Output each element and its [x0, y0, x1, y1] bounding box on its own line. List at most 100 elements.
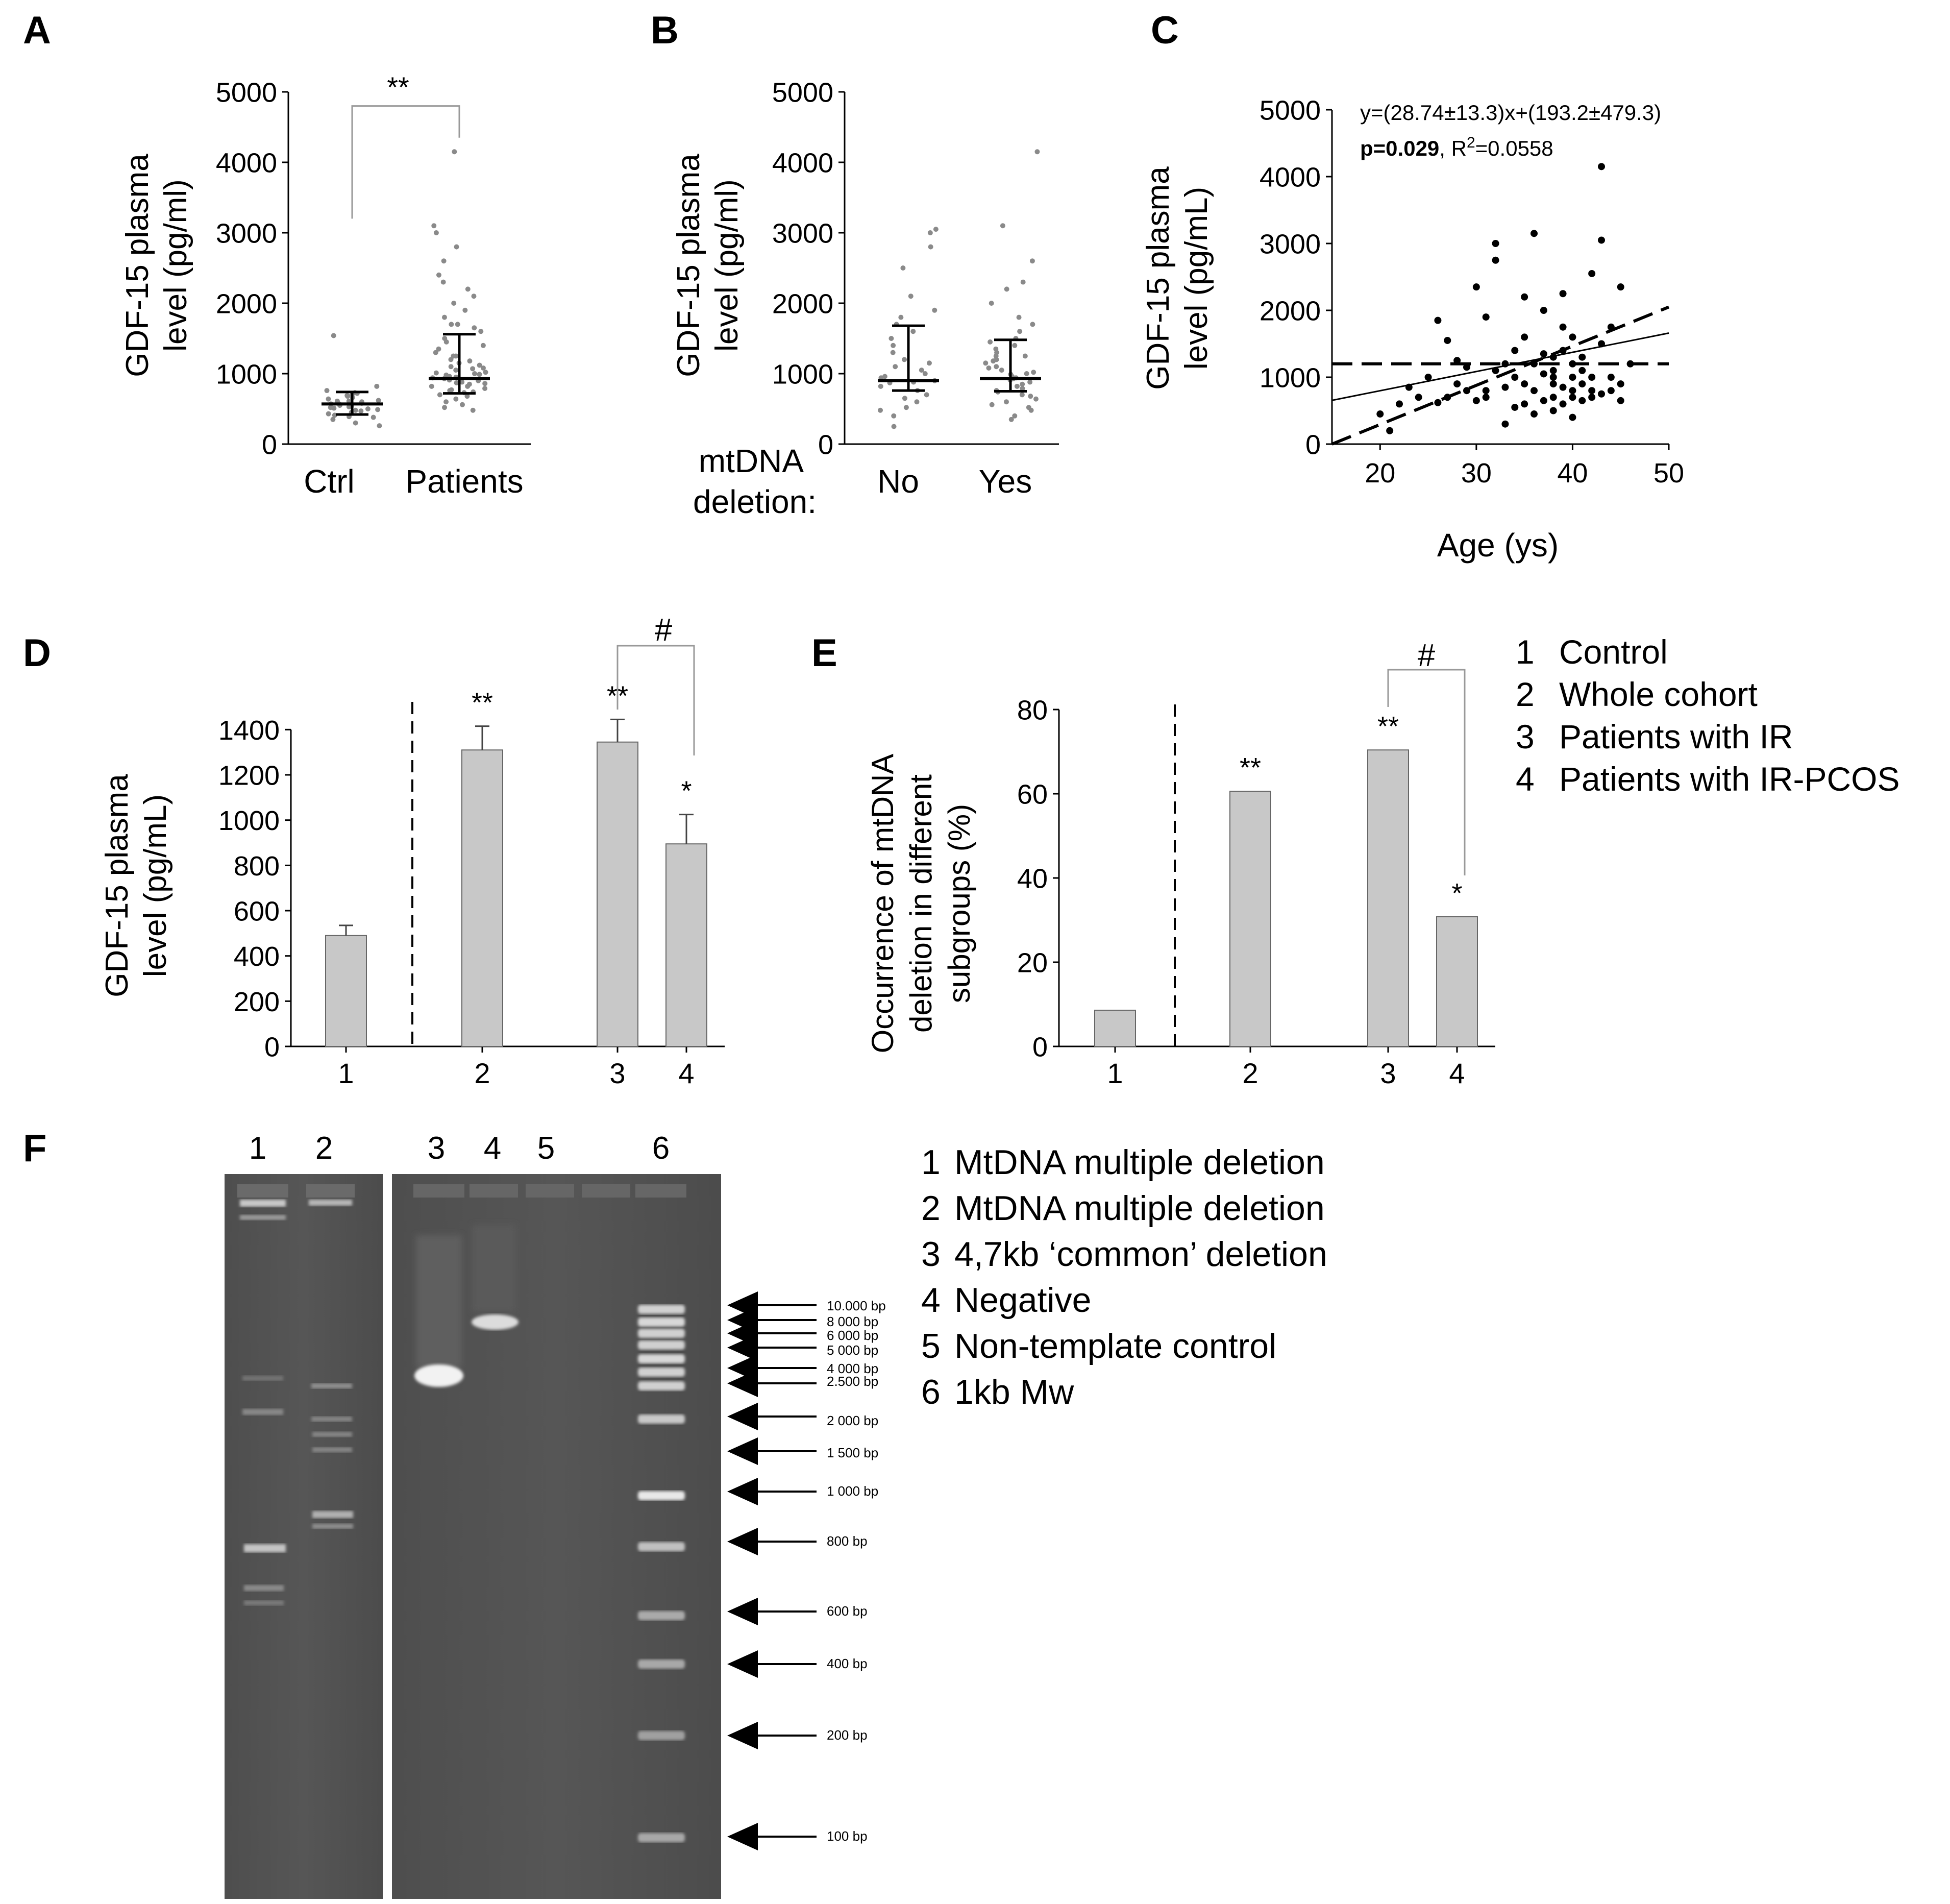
panel-a-data-point [433, 350, 438, 355]
panel-b-data-point [926, 360, 932, 366]
panel-b-data-point [933, 227, 939, 232]
panel-a-data-point [467, 358, 473, 364]
panel-a-data-point [470, 366, 476, 372]
ladder-arrow-head [727, 1403, 758, 1430]
legend-de-num-2: 2 [1516, 675, 1535, 713]
panel-c-data-point [1521, 293, 1528, 301]
gel-band [242, 1376, 283, 1381]
legend-f-label-2: MtDNA multiple deletion [954, 1189, 1325, 1228]
panel-letter-a: A [23, 9, 51, 52]
ladder-arrow-head [727, 1437, 758, 1465]
gel-band [240, 1200, 286, 1207]
panel-b-data-point [1024, 371, 1029, 376]
panel-e-ylabel-2: deletion in different [904, 774, 938, 1033]
panel-a-data-point [376, 398, 381, 403]
gel-lane-number: 3 [428, 1131, 445, 1166]
panel-a-data-point [431, 223, 437, 229]
panel-c-r2-value: =0.0558 [1475, 136, 1553, 160]
panel-c-data-point [1540, 350, 1547, 358]
gel-band [244, 1585, 284, 1591]
gel-band [312, 1511, 353, 1518]
panel-c-data-point [1559, 347, 1567, 354]
panel-b-data-point [989, 402, 995, 407]
panel-d-x-tick-label: 4 [678, 1057, 694, 1089]
ladder-size-label: 8 000 bp [827, 1314, 878, 1329]
gel-well [470, 1184, 518, 1198]
panel-c-data-point [1463, 387, 1470, 395]
panel-a-data-point [371, 414, 376, 420]
panel-c-data-point [1569, 413, 1576, 421]
ladder-size-label: 2 000 bp [827, 1413, 878, 1428]
panel-a-data-point [443, 339, 449, 345]
panel-b-data-point [932, 307, 937, 313]
panel-d-y-tick-label: 800 [234, 851, 280, 882]
panel-c-data-point [1559, 290, 1567, 298]
gel-smear [472, 1225, 515, 1312]
panel-c-xlabel: Age (ys) [1437, 527, 1559, 564]
panel-c-equation: y=(28.74±13.3)x+(193.2±479.3) [1360, 101, 1661, 125]
panel-b-data-point [919, 368, 924, 373]
panel-c-data-point [1521, 400, 1528, 408]
panel-c-data-point [1492, 256, 1499, 264]
gel-band [240, 1215, 286, 1220]
panel-b-data-point [994, 364, 999, 370]
ladder-size-label: 600 bp [827, 1603, 868, 1619]
panel-b-data-point [983, 360, 989, 366]
panel-c-data-point [1617, 283, 1624, 291]
gel-band [309, 1200, 352, 1206]
panel-a-data-point [353, 407, 358, 413]
panel-c-data-point [1569, 333, 1576, 341]
panel-b-data-point [900, 265, 906, 271]
panel-e-x-tick-label: 4 [1449, 1057, 1465, 1089]
panel-a-y-tick-label: 5000 [216, 77, 277, 108]
panel-b-data-point [924, 392, 929, 398]
panel-d-ylabel-2: level (pg/mL) [138, 794, 173, 977]
panel-a-data-point [449, 322, 454, 327]
ladder-size-label: 800 bp [827, 1533, 868, 1549]
ladder-size-label: 6 000 bp [827, 1328, 878, 1343]
panel-b-data-point [993, 353, 999, 359]
gel-ladder-band [638, 1340, 685, 1350]
panel-c-data-point [1482, 387, 1490, 395]
panel-b-group-label-2: deletion: [693, 483, 817, 520]
legend-f-label-4: Negative [954, 1281, 1091, 1320]
panel-b-data-point [891, 424, 897, 429]
ladder-size-label: 5 000 bp [827, 1342, 878, 1358]
gel-lane-number: 1 [249, 1131, 266, 1166]
panel-a-data-point [464, 394, 470, 399]
panel-b-data-point [1034, 149, 1040, 155]
panel-b-data-point [1029, 258, 1035, 264]
panel-c-data-point [1569, 387, 1576, 395]
panel-a-significance-bracket [351, 105, 460, 219]
panel-a-data-point [471, 294, 477, 299]
panel-e-bar [1094, 1010, 1136, 1047]
panel-c-data-point [1472, 397, 1480, 404]
panel-c-data-point [1578, 367, 1586, 374]
panel-d-x-tick-label: 3 [609, 1057, 625, 1089]
panel-a-data-point [429, 383, 434, 389]
panel-a-data-point [480, 343, 486, 348]
panel-b-data-point [890, 350, 896, 355]
panel-b-data-point [1012, 343, 1018, 348]
panel-a-data-point [441, 314, 447, 320]
panel-c-data-point [1588, 374, 1596, 381]
panel-c-data-point [1434, 399, 1442, 406]
panel-d-y-tick-label: 1400 [218, 715, 280, 746]
gel-ladder-band [638, 1329, 685, 1338]
panel-a-ylabel-1: GDF-15 plasma [120, 154, 155, 377]
panel-c-data-point [1549, 380, 1557, 388]
panel-a-y-tick-label: 4000 [216, 148, 277, 178]
panel-letter-c: C [1151, 9, 1179, 52]
ladder-size-label: 2.500 bp [827, 1374, 878, 1389]
panel-a-data-point [443, 399, 449, 405]
panel-c-data-point [1424, 374, 1432, 381]
panel-c-r2-prefix: , R [1439, 136, 1467, 160]
panel-d-y-tick-label: 600 [234, 896, 280, 926]
panel-c-data-point [1607, 374, 1615, 381]
panel-e-comparison-bracket [1387, 669, 1466, 875]
ladder-size-label: 10.000 bp [827, 1298, 886, 1313]
panel-b-data-point [922, 371, 928, 376]
panel-c-data-point [1578, 397, 1586, 404]
panel-a-data-point [477, 372, 482, 377]
panel-d-x-tick-label: 1 [338, 1057, 354, 1089]
